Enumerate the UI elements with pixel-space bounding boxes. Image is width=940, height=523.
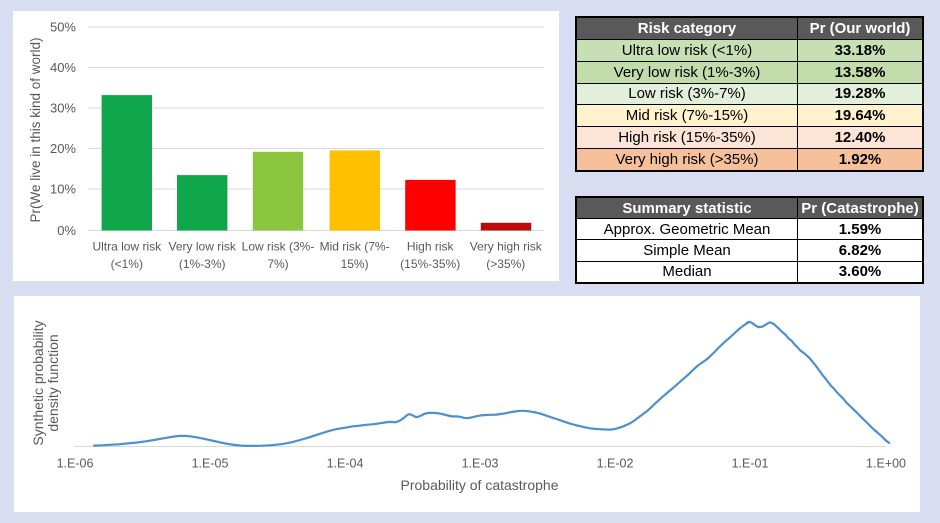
svg-text:density function: density function bbox=[45, 334, 61, 431]
svg-text:Pr(We live in this kind of wor: Pr(We live in this kind of world) bbox=[28, 37, 43, 222]
svg-text:1.E-06: 1.E-06 bbox=[57, 457, 94, 471]
svg-text:(>35%): (>35%) bbox=[486, 257, 525, 271]
svg-text:(15%-35%): (15%-35%) bbox=[400, 257, 460, 271]
svg-text:1.E-05: 1.E-05 bbox=[192, 457, 229, 471]
svg-text:1.E+00: 1.E+00 bbox=[866, 457, 906, 471]
svg-text:Ultra low risk: Ultra low risk bbox=[92, 240, 162, 254]
svg-text:50%: 50% bbox=[50, 20, 76, 35]
svg-text:1.E-04: 1.E-04 bbox=[327, 457, 364, 471]
svg-text:1.E-02: 1.E-02 bbox=[597, 457, 634, 471]
svg-text:Probability of catastrophe: Probability of catastrophe bbox=[401, 477, 559, 493]
svg-text:15%): 15%) bbox=[341, 257, 369, 271]
svg-text:7%): 7%) bbox=[267, 257, 288, 271]
svg-text:10%: 10% bbox=[50, 182, 76, 197]
svg-text:(1%-3%): (1%-3%) bbox=[179, 257, 226, 271]
svg-text:Very low risk: Very low risk bbox=[169, 240, 237, 254]
svg-text:1.E-03: 1.E-03 bbox=[462, 457, 499, 471]
svg-text:High risk: High risk bbox=[407, 240, 455, 254]
svg-text:Mid risk (7%-: Mid risk (7%- bbox=[320, 240, 390, 254]
svg-text:Synthetic probability: Synthetic probability bbox=[30, 320, 46, 445]
svg-text:30%: 30% bbox=[50, 101, 76, 116]
svg-text:40%: 40% bbox=[50, 60, 76, 75]
svg-text:1.E-01: 1.E-01 bbox=[732, 457, 769, 471]
svg-text:(<1%): (<1%) bbox=[111, 257, 143, 271]
svg-text:0%: 0% bbox=[57, 223, 76, 238]
svg-text:20%: 20% bbox=[50, 141, 76, 156]
svg-text:Low risk (3%-: Low risk (3%- bbox=[242, 240, 315, 254]
svg-text:Very high risk: Very high risk bbox=[470, 240, 543, 254]
